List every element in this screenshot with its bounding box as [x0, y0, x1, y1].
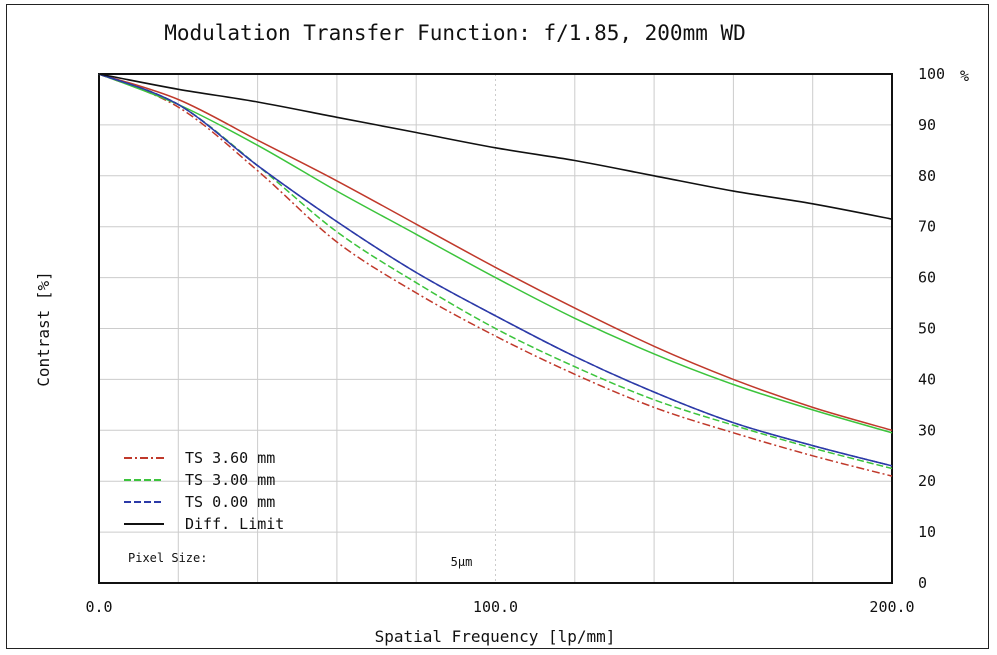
pixel-size-label: Pixel Size:	[128, 551, 207, 565]
y-tick-label: 70	[918, 218, 936, 236]
series-layer	[98, 73, 893, 477]
y-tick-label: 30	[918, 421, 936, 439]
chart-title: Modulation Transfer Function: f/1.85, 20…	[164, 21, 746, 45]
series-line-ts-3-60-mm-tangential	[98, 73, 893, 432]
plot-area-border	[98, 73, 893, 584]
y-tick-label: 0	[918, 574, 927, 592]
series-line-diff-limit-diffraction	[98, 73, 893, 220]
pixel-size-value: 5µm	[451, 555, 473, 569]
y-tick-label: 90	[918, 116, 936, 134]
y-tick-label: 20	[918, 472, 936, 490]
y-tick-label: 50	[918, 320, 936, 338]
legend-item: TS 3.60 mm	[124, 449, 275, 467]
series-line-ts-3-60-mm-sagittal	[98, 73, 893, 477]
y-tick-label: 60	[918, 269, 936, 287]
series-line-ts-0-00-mm-sagittal	[98, 73, 893, 467]
x-tick-labels: 0.0 100.0 200.0	[85, 598, 914, 616]
legend-label: Diff. Limit	[185, 515, 284, 533]
legend: TS 3.60 mm TS 3.00 mm TS 0.00 mm Diff. Limi…	[124, 449, 284, 533]
y-tick-label: 80	[918, 167, 936, 185]
y-tick-label: 10	[918, 523, 936, 541]
x-tick-label: 200.0	[869, 598, 914, 616]
grid	[99, 74, 892, 583]
x-axis-label: Spatial Frequency [lp/mm]	[375, 627, 616, 646]
y-unit-label: %	[960, 67, 969, 85]
y-tick-label: 100	[918, 65, 945, 83]
x-tick-label: 100.0	[473, 598, 518, 616]
series-line-ts-3-00-mm-tangential	[98, 73, 893, 434]
legend-label: TS 3.60 mm	[185, 449, 275, 467]
legend-label: TS 3.00 mm	[185, 471, 275, 489]
y-axis-label: Contrast [%]	[34, 271, 53, 387]
legend-label: TS 0.00 mm	[185, 493, 275, 511]
x-tick-label: 0.0	[85, 598, 112, 616]
y-tick-label: 40	[918, 370, 936, 388]
legend-item: TS 0.00 mm	[124, 493, 275, 511]
chart-frame	[6, 4, 989, 649]
legend-item: TS 3.00 mm	[124, 471, 275, 489]
y-tick-labels: 0 10 20 30 40 50 60 70 80 90 100	[918, 65, 945, 592]
legend-item: Diff. Limit	[124, 515, 284, 533]
